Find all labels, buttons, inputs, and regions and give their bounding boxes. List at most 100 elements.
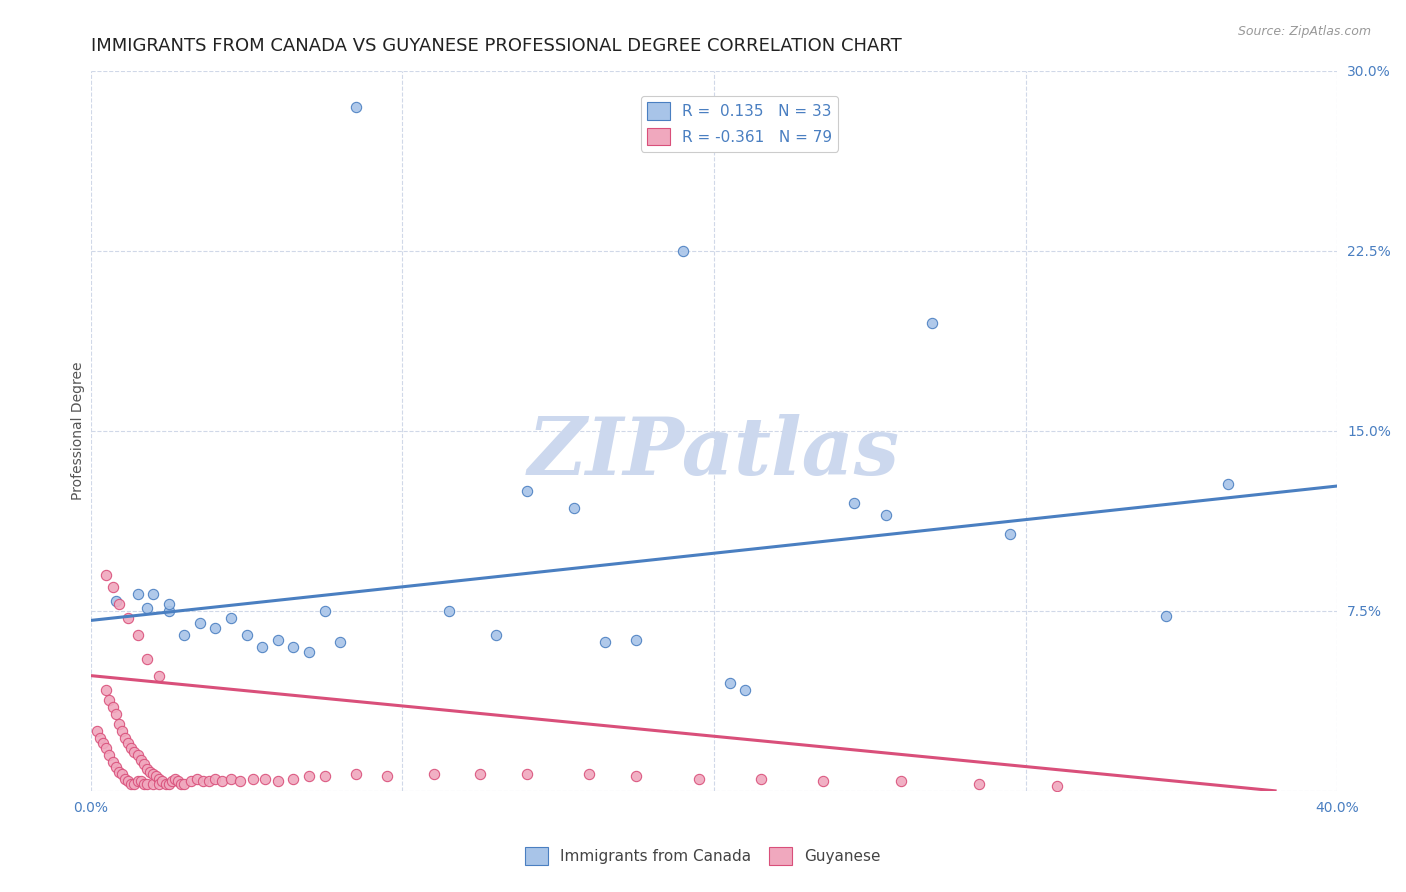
Point	[155, 777, 177, 791]
Point	[148, 777, 170, 791]
Point	[242, 772, 264, 786]
Point	[127, 747, 149, 762]
Point	[142, 767, 165, 781]
Point	[101, 699, 124, 714]
Point	[219, 772, 242, 786]
Point	[267, 632, 290, 647]
Point	[127, 628, 149, 642]
Point	[173, 777, 195, 791]
Point	[135, 601, 157, 615]
Point	[148, 772, 170, 786]
Point	[120, 777, 142, 791]
Point	[111, 723, 134, 738]
Point	[96, 567, 118, 582]
Point	[516, 767, 538, 781]
Point	[104, 760, 127, 774]
Point	[139, 764, 162, 779]
Point	[734, 683, 756, 698]
Point	[142, 587, 165, 601]
Text: Source: ZipAtlas.com: Source: ZipAtlas.com	[1237, 25, 1371, 38]
Point	[108, 597, 131, 611]
Point	[267, 774, 290, 789]
Point	[344, 100, 367, 114]
Point	[235, 628, 257, 642]
Point	[314, 769, 336, 783]
Point	[117, 736, 139, 750]
Point	[1154, 608, 1177, 623]
Point	[624, 632, 647, 647]
Point	[875, 508, 897, 522]
Point	[229, 774, 252, 789]
Point	[132, 777, 155, 791]
Point	[188, 615, 211, 630]
Point	[890, 774, 912, 789]
Point	[186, 772, 208, 786]
Point	[124, 746, 146, 760]
Point	[98, 747, 121, 762]
Point	[998, 527, 1021, 541]
Legend: R =  0.135   N = 33, R = -0.361   N = 79: R = 0.135 N = 33, R = -0.361 N = 79	[641, 96, 838, 152]
Y-axis label: Professional Degree: Professional Degree	[72, 361, 86, 500]
Point	[624, 769, 647, 783]
Point	[117, 611, 139, 625]
Point	[157, 777, 180, 791]
Point	[254, 772, 277, 786]
Point	[101, 580, 124, 594]
Point	[129, 774, 152, 789]
Point	[298, 769, 321, 783]
Point	[593, 635, 616, 649]
Point	[89, 731, 111, 745]
Point	[204, 621, 226, 635]
Point	[167, 774, 190, 789]
Point	[921, 316, 943, 330]
Point	[191, 774, 214, 789]
Point	[111, 767, 134, 781]
Point	[117, 774, 139, 789]
Point	[314, 604, 336, 618]
Point	[967, 777, 990, 791]
Point	[120, 740, 142, 755]
Point	[114, 772, 136, 786]
Point	[1218, 476, 1240, 491]
Point	[180, 774, 202, 789]
Point	[211, 774, 233, 789]
Point	[163, 772, 186, 786]
Point	[170, 777, 193, 791]
Point	[96, 683, 118, 698]
Point	[672, 244, 695, 258]
Point	[437, 604, 460, 618]
Point	[329, 635, 352, 649]
Point	[298, 645, 321, 659]
Point	[204, 772, 226, 786]
Point	[160, 774, 183, 789]
Point	[157, 597, 180, 611]
Point	[375, 769, 398, 783]
Point	[811, 774, 834, 789]
Point	[688, 772, 710, 786]
Point	[104, 706, 127, 721]
Point	[749, 772, 772, 786]
Point	[516, 483, 538, 498]
Point	[129, 753, 152, 767]
Point	[344, 767, 367, 781]
Point	[132, 757, 155, 772]
Point	[422, 767, 444, 781]
Point	[108, 764, 131, 779]
Point	[173, 628, 195, 642]
Point	[124, 777, 146, 791]
Point	[283, 772, 305, 786]
Point	[135, 777, 157, 791]
Point	[96, 740, 118, 755]
Point	[219, 611, 242, 625]
Point	[148, 668, 170, 682]
Point	[562, 500, 585, 515]
Text: IMMIGRANTS FROM CANADA VS GUYANESE PROFESSIONAL DEGREE CORRELATION CHART: IMMIGRANTS FROM CANADA VS GUYANESE PROFE…	[91, 37, 901, 55]
Point	[145, 769, 167, 783]
Point	[114, 731, 136, 745]
Point	[86, 723, 108, 738]
Point	[135, 762, 157, 776]
Point	[283, 640, 305, 654]
Point	[127, 587, 149, 601]
Point	[91, 736, 114, 750]
Point	[485, 628, 508, 642]
